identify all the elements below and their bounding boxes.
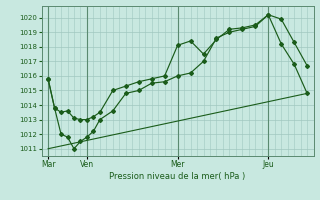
X-axis label: Pression niveau de la mer( hPa ): Pression niveau de la mer( hPa ): [109, 172, 246, 181]
